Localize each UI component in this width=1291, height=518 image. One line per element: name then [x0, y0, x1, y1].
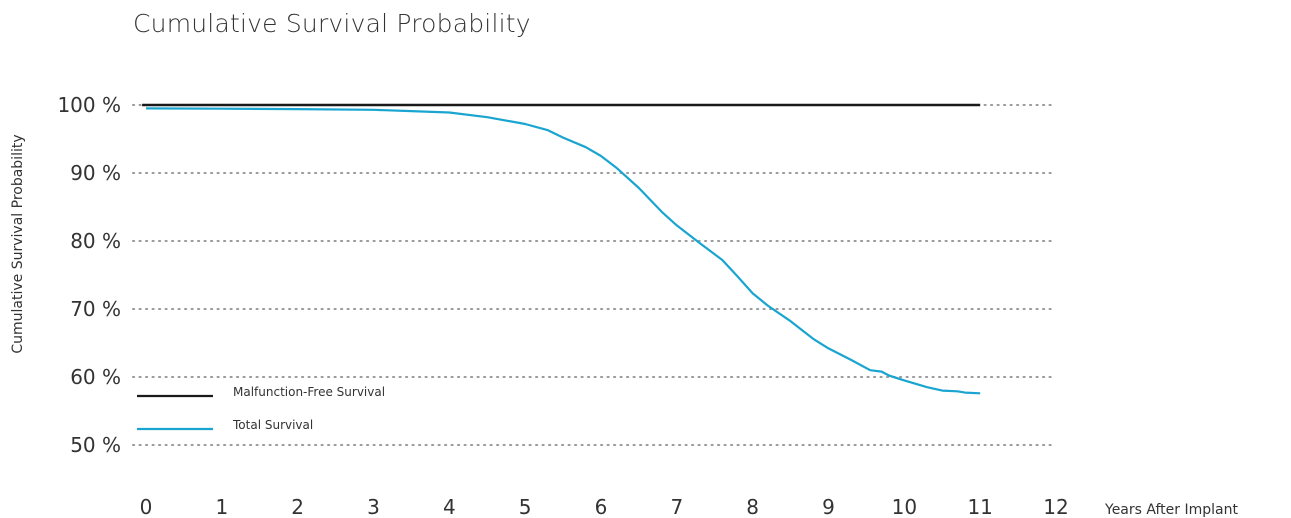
y-tick-label: 100 %	[57, 93, 121, 117]
x-tick-label: 11	[967, 495, 992, 518]
legend-label: Malfunction-Free Survival	[233, 385, 385, 399]
x-tick-label: 4	[443, 495, 456, 518]
x-tick-label: 9	[822, 495, 835, 518]
y-axis-ticks: 100 % 90 % 80 % 70 % 60 % 50 %	[57, 93, 121, 457]
series-line-total	[145, 107, 981, 395]
y-tick-label: 80 %	[70, 229, 121, 253]
x-axis-label: Years After Implant	[1104, 502, 1238, 518]
y-tick-label: 50 %	[70, 433, 121, 457]
x-tick-label: 1	[215, 495, 228, 518]
x-tick-label: 0	[140, 495, 153, 518]
x-tick-label: 3	[367, 495, 380, 518]
y-tick-label: 60 %	[70, 365, 121, 389]
y-tick-label: 70 %	[70, 297, 121, 321]
x-tick-label: 12	[1043, 495, 1068, 518]
legend: Malfunction-Free Survival Total Survival	[137, 385, 385, 432]
x-axis-ticks: 0 1 2 3 4 5 6 7 8 9 10 11 12	[140, 495, 1069, 518]
x-tick-label: 6	[595, 495, 608, 518]
y-tick-label: 90 %	[70, 161, 121, 185]
legend-label: Total Survival	[232, 418, 313, 432]
chart-title: Cumulative Survival Probability	[133, 9, 531, 38]
x-tick-label: 10	[892, 495, 917, 518]
series-lines	[142, 103, 981, 395]
y-axis-label: Cumulative Survival Probability	[10, 134, 26, 353]
x-tick-label: 2	[291, 495, 304, 518]
x-tick-label: 8	[746, 495, 759, 518]
x-tick-label: 5	[519, 495, 532, 518]
x-tick-label: 7	[670, 495, 683, 518]
